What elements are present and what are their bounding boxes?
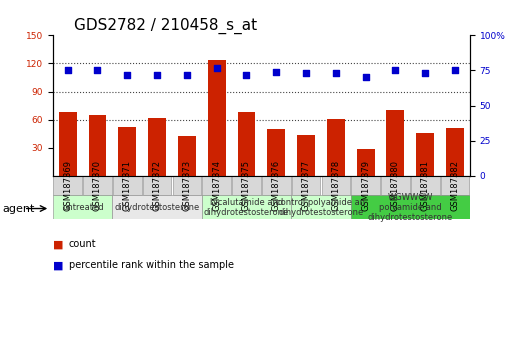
Text: GSM187372: GSM187372 xyxy=(153,160,162,211)
Text: GSM187378: GSM187378 xyxy=(332,160,341,211)
FancyBboxPatch shape xyxy=(351,176,380,195)
Point xyxy=(332,70,340,76)
Bar xyxy=(446,128,464,176)
Bar xyxy=(208,60,225,176)
Bar xyxy=(416,133,434,176)
FancyBboxPatch shape xyxy=(173,176,201,195)
Point xyxy=(391,68,400,73)
Text: untreated: untreated xyxy=(62,203,103,212)
Point xyxy=(451,68,459,73)
Bar xyxy=(148,118,166,176)
Bar xyxy=(357,149,374,176)
Bar xyxy=(178,136,196,176)
FancyBboxPatch shape xyxy=(232,176,261,195)
Text: GSM187374: GSM187374 xyxy=(212,160,221,211)
Point xyxy=(242,72,251,78)
Text: dihydrotestosterone: dihydrotestosterone xyxy=(115,203,200,212)
Point xyxy=(361,75,370,80)
Bar xyxy=(386,110,404,176)
Bar xyxy=(297,135,315,176)
Text: control polyamide an
dihydrotestosterone: control polyamide an dihydrotestosterone xyxy=(276,198,365,217)
FancyBboxPatch shape xyxy=(292,176,320,195)
FancyBboxPatch shape xyxy=(351,195,470,219)
FancyBboxPatch shape xyxy=(381,176,410,195)
Text: GSM187376: GSM187376 xyxy=(272,160,281,211)
Bar xyxy=(327,119,345,176)
Point xyxy=(153,72,162,78)
FancyBboxPatch shape xyxy=(202,176,231,195)
FancyBboxPatch shape xyxy=(113,176,142,195)
Text: GSM187381: GSM187381 xyxy=(421,160,430,211)
Text: GSM187371: GSM187371 xyxy=(123,160,132,211)
Point xyxy=(123,72,131,78)
Bar xyxy=(118,127,136,176)
Text: ■: ■ xyxy=(53,261,67,270)
FancyBboxPatch shape xyxy=(322,176,350,195)
Point xyxy=(63,68,72,73)
FancyBboxPatch shape xyxy=(112,195,202,219)
Text: ■: ■ xyxy=(53,239,67,249)
FancyBboxPatch shape xyxy=(202,195,291,219)
Point xyxy=(302,70,310,76)
Text: GSM187369: GSM187369 xyxy=(63,160,72,211)
Bar xyxy=(238,112,256,176)
Point xyxy=(421,70,429,76)
Text: GSM187370: GSM187370 xyxy=(93,160,102,211)
Text: count: count xyxy=(69,239,96,249)
FancyBboxPatch shape xyxy=(83,176,112,195)
FancyBboxPatch shape xyxy=(143,176,172,195)
Text: GSM187375: GSM187375 xyxy=(242,160,251,211)
Text: GSM187382: GSM187382 xyxy=(450,160,459,211)
Bar xyxy=(59,112,77,176)
FancyBboxPatch shape xyxy=(53,176,82,195)
Bar xyxy=(89,115,107,176)
Bar xyxy=(267,129,285,176)
Text: GDS2782 / 210458_s_at: GDS2782 / 210458_s_at xyxy=(74,18,257,34)
Text: agent: agent xyxy=(3,204,35,213)
Text: percentile rank within the sample: percentile rank within the sample xyxy=(69,261,233,270)
Text: GSM187380: GSM187380 xyxy=(391,160,400,211)
Text: GSM187379: GSM187379 xyxy=(361,160,370,211)
Point xyxy=(93,68,102,73)
Text: WGWWCW
polyamide and
dihydrotestosterone: WGWWCW polyamide and dihydrotestosterone xyxy=(367,193,453,222)
Text: GSM187373: GSM187373 xyxy=(182,160,191,211)
Point xyxy=(212,65,221,70)
Text: bicalutamide and
dihydrotestosterone: bicalutamide and dihydrotestosterone xyxy=(204,198,289,217)
FancyBboxPatch shape xyxy=(291,195,351,219)
Point xyxy=(183,72,191,78)
FancyBboxPatch shape xyxy=(53,195,112,219)
FancyBboxPatch shape xyxy=(262,176,290,195)
Text: GSM187377: GSM187377 xyxy=(301,160,310,211)
FancyBboxPatch shape xyxy=(441,176,469,195)
Point xyxy=(272,69,280,75)
FancyBboxPatch shape xyxy=(411,176,439,195)
